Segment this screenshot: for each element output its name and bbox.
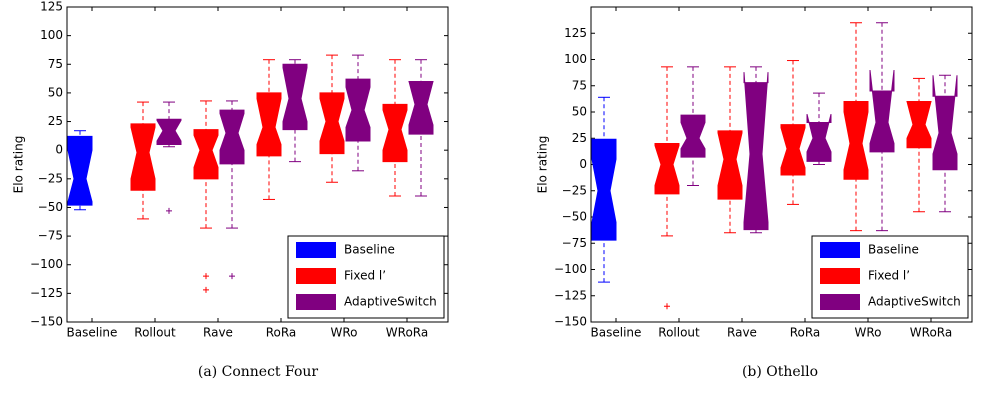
- legend-swatch: [296, 242, 336, 258]
- y-tick-label: −150: [30, 315, 63, 329]
- y-axis-label: Elo rating: [12, 136, 26, 194]
- legend-swatch: [296, 268, 336, 284]
- y-tick-label: −50: [562, 210, 587, 224]
- box: [932, 75, 958, 171]
- chart: −150 −125 −100 −75 −50 −25 0 25 50 75 100 125 Baseli…: [12, 0, 449, 380]
- y-tick-label: 125: [40, 0, 63, 14]
- y-tick-label: 75: [48, 57, 63, 71]
- box: [654, 143, 680, 195]
- y-tick-label: 0: [579, 157, 587, 171]
- y-tick-label: −100: [30, 257, 63, 271]
- y-tick-label: 100: [40, 28, 63, 42]
- box: [743, 72, 769, 231]
- outlier: [203, 273, 209, 280]
- y-tick-label: 25: [572, 131, 587, 145]
- box: [219, 109, 245, 165]
- y-tick-label: −50: [38, 200, 63, 214]
- x-tick-label: WRo: [854, 326, 881, 340]
- y-tick-label: 50: [48, 85, 63, 99]
- y-axis-label: Elo rating: [536, 136, 550, 194]
- box: [130, 123, 156, 191]
- legend-label: Fixed l’: [868, 269, 910, 283]
- x-tick-label: WRo: [330, 326, 357, 340]
- x-tick-label: WRoRa: [910, 326, 952, 340]
- box: [806, 113, 832, 162]
- legend-label: Baseline: [344, 243, 395, 257]
- y-tick-label: 100: [564, 52, 587, 66]
- box: [680, 114, 706, 158]
- box: [319, 92, 345, 155]
- box: [67, 135, 93, 206]
- y-tick-label: 25: [48, 114, 63, 128]
- box: [843, 101, 869, 180]
- y-tick-label: −75: [562, 236, 587, 250]
- box: [345, 78, 371, 142]
- caption: (a) Connect Four: [198, 364, 318, 380]
- plot-frame: [66, 6, 449, 323]
- x-tick-label: RoRa: [790, 326, 821, 340]
- caption: (b) Othello: [742, 364, 818, 380]
- box: [256, 92, 282, 157]
- y-tick-label: 50: [572, 105, 587, 119]
- y-tick-label: −150: [554, 315, 587, 329]
- box: [382, 103, 408, 163]
- y-tick-label: −100: [554, 262, 587, 276]
- y-tick-label: 125: [564, 26, 587, 40]
- legend-swatch: [820, 268, 860, 284]
- y-tick-label: −125: [30, 286, 63, 300]
- legend-swatch: [820, 294, 860, 310]
- x-tick-label: Baseline: [67, 326, 118, 340]
- legend-swatch: [820, 242, 860, 258]
- legend-label: Baseline: [868, 243, 919, 257]
- legend-label: Fixed l’: [344, 269, 386, 283]
- box: [869, 69, 895, 153]
- chart: −150 −125 −100 −75 −50 −25 0 25 50 75 100 125 Baseli…: [536, 6, 973, 380]
- y-tick-label: −75: [38, 229, 63, 243]
- box: [408, 80, 434, 135]
- y-tick-label: −125: [554, 288, 587, 302]
- x-tick-label: Rollout: [134, 326, 176, 340]
- legend-label: AdaptiveSwitch: [868, 295, 961, 309]
- y-tick-label: 75: [572, 78, 587, 92]
- x-tick-label: Rollout: [658, 326, 700, 340]
- y-tick-label: −25: [38, 171, 63, 185]
- y-tick-label: −25: [562, 183, 587, 197]
- box: [717, 130, 743, 200]
- box: [780, 124, 806, 176]
- box: [156, 118, 182, 145]
- legend-label: AdaptiveSwitch: [344, 295, 437, 309]
- y-tick-label: 0: [55, 143, 63, 157]
- x-tick-label: RoRa: [266, 326, 297, 340]
- x-tick-label: Rave: [727, 326, 757, 340]
- outlier: [166, 207, 172, 214]
- box: [193, 129, 219, 180]
- x-tick-label: Baseline: [591, 326, 642, 340]
- box: [906, 101, 932, 149]
- legend-swatch: [296, 294, 336, 310]
- box: [591, 138, 617, 241]
- x-tick-label: Rave: [203, 326, 233, 340]
- x-tick-label: WRoRa: [386, 326, 428, 340]
- outlier: [664, 303, 670, 310]
- outlier: [229, 273, 235, 280]
- box: [282, 63, 308, 131]
- outlier: [203, 286, 209, 293]
